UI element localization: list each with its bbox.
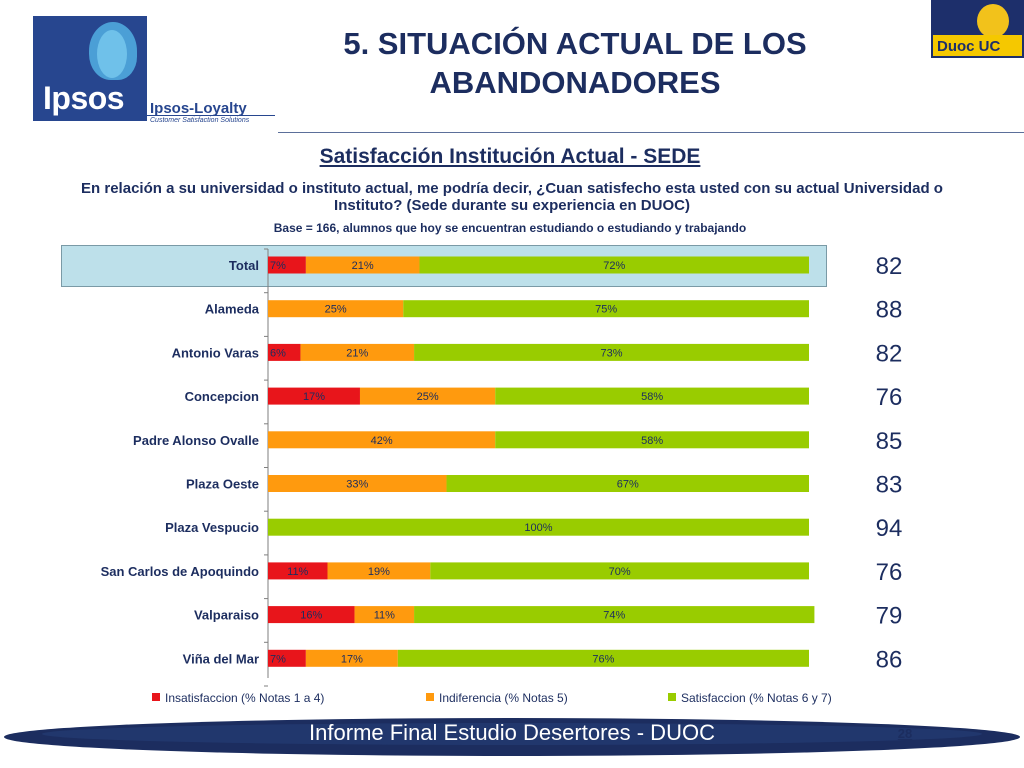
bar-segment-concepcion-2 xyxy=(495,387,809,405)
category-label-valparaiso: Valparaiso xyxy=(194,608,259,623)
survey-question: En relación a su universidad o instituto… xyxy=(81,180,943,214)
bar-segment-antonio-varas-1 xyxy=(300,343,415,361)
footer-band xyxy=(4,718,1020,756)
data-label-antonio-varas-2: 73% xyxy=(601,347,623,359)
data-label-plaza-oeste-2: 67% xyxy=(617,479,639,491)
category-label-plaza-oeste: Plaza Oeste xyxy=(186,477,259,492)
bar-segment-padre-alonso-ovalle-2 xyxy=(495,431,809,449)
data-label-san-carlos-de-apoquindo-1: 19% xyxy=(368,566,390,578)
duoc-logo-text: Duoc UC xyxy=(937,38,1001,55)
ipsos-head-highlight xyxy=(97,30,127,78)
bar-segment-concepcion-0 xyxy=(268,387,360,405)
data-label-san-carlos-de-apoquindo-2: 70% xyxy=(609,566,631,578)
category-label-padre-alonso-ovalle: Padre Alonso Ovalle xyxy=(133,433,259,448)
legend-label-0: Insatisfaccion (% Notas 1 a 4) xyxy=(165,691,324,705)
category-label-alameda: Alameda xyxy=(205,302,260,317)
legend-swatch-2 xyxy=(668,693,676,701)
data-label-total-0: 7% xyxy=(270,260,286,272)
category-label-plaza-vespucio: Plaza Vespucio xyxy=(165,520,259,535)
bar-segment-concepcion-1 xyxy=(359,387,496,405)
duoc-logo: Duoc UC xyxy=(931,0,1024,58)
page-title: 5. SITUACIÓN ACTUAL DE LOS ABANDONADORES xyxy=(343,26,807,100)
bar-segment-san-carlos-de-apoquindo-1 xyxy=(327,562,431,580)
bar-segment-vina-del-mar-0 xyxy=(268,649,306,667)
score-plaza-oeste: 83 xyxy=(876,472,903,499)
data-label-alameda-1: 25% xyxy=(325,304,347,316)
data-label-valparaiso-2: 74% xyxy=(603,610,625,622)
stacked-bar-chart: Total 7% 21% 72% 82 Alameda 25% 75% 88 Antonio Va… xyxy=(101,248,903,705)
category-label-concepcion: Concepcion xyxy=(185,389,259,404)
score-san-carlos-de-apoquindo: 76 xyxy=(876,559,903,586)
category-label-san-carlos-de-apoquindo: San Carlos de Apoquindo xyxy=(101,564,259,579)
score-plaza-vespucio: 94 xyxy=(876,515,903,542)
data-label-plaza-oeste-1: 33% xyxy=(346,479,368,491)
ipsos-tagline: Customer Satisfaction Solutions xyxy=(150,117,250,124)
data-label-total-1: 21% xyxy=(352,260,374,272)
bar-segment-san-carlos-de-apoquindo-2 xyxy=(430,562,809,580)
sample-base-note: Base = 166, alumnos que hoy se encuentra… xyxy=(273,221,747,235)
data-label-valparaiso-0: 16% xyxy=(300,610,322,622)
score-antonio-varas: 82 xyxy=(876,340,903,367)
data-label-total-2: 72% xyxy=(603,260,625,272)
category-label-total: Total xyxy=(229,258,259,273)
data-label-concepcion-2: 58% xyxy=(641,391,663,403)
score-total: 82 xyxy=(876,253,903,280)
bar-segment-padre-alonso-ovalle-1 xyxy=(268,431,496,449)
score-alameda: 88 xyxy=(876,297,903,324)
data-label-vina-del-mar-1: 17% xyxy=(341,653,363,665)
bar-segment-plaza-oeste-1 xyxy=(268,475,447,492)
bar-segment-valparaiso-1 xyxy=(354,606,415,624)
title-divider xyxy=(278,132,1024,133)
data-label-valparaiso-1: 11% xyxy=(374,610,395,622)
duoc-logo-box xyxy=(933,35,1022,56)
bar-segment-total-0 xyxy=(268,256,306,274)
bar-segment-plaza-vespucio-2 xyxy=(268,518,809,536)
category-label-antonio-varas: Antonio Varas xyxy=(172,345,259,360)
ipsos-loyalty-label: Ipsos-Loyalty xyxy=(150,100,247,117)
bar-segment-alameda-1 xyxy=(268,300,404,318)
bar-segment-valparaiso-2 xyxy=(414,606,815,624)
bar-segment-vina-del-mar-1 xyxy=(305,649,398,667)
bar-segment-vina-del-mar-2 xyxy=(397,649,809,667)
score-vina-del-mar: 86 xyxy=(876,646,903,673)
data-label-padre-alonso-ovalle-1: 42% xyxy=(371,435,393,447)
data-label-alameda-2: 75% xyxy=(595,304,617,316)
data-label-padre-alonso-ovalle-2: 58% xyxy=(641,435,663,447)
category-label-vina-del-mar: Viña del Mar xyxy=(183,651,259,666)
bar-segment-alameda-2 xyxy=(403,300,809,318)
bar-segment-antonio-varas-2 xyxy=(414,343,809,361)
legend-label-2: Satisfaccion (% Notas 6 y 7) xyxy=(681,691,832,705)
page-number: 28 xyxy=(897,726,913,741)
ipsos-logo-word: Ipsos xyxy=(43,80,125,116)
score-padre-alonso-ovalle: 85 xyxy=(876,428,903,455)
bar-segment-san-carlos-de-apoquindo-0 xyxy=(268,562,328,580)
bar-segment-valparaiso-0 xyxy=(268,606,355,624)
score-valparaiso: 79 xyxy=(876,603,903,630)
data-label-vina-del-mar-0: 7% xyxy=(270,653,286,665)
data-label-vina-del-mar-2: 76% xyxy=(592,653,614,665)
legend-label-1: Indiferencia (% Notas 5) xyxy=(439,691,568,705)
legend-swatch-0 xyxy=(152,693,160,701)
data-label-antonio-varas-0: 6% xyxy=(270,347,286,359)
data-label-antonio-varas-1: 21% xyxy=(346,347,368,359)
data-label-concepcion-1: 25% xyxy=(417,391,439,403)
footer-title: Informe Final Estudio Desertores - DUOC xyxy=(309,720,715,745)
bar-segment-antonio-varas-0 xyxy=(268,343,301,361)
data-label-san-carlos-de-apoquindo-0: 11% xyxy=(287,566,308,578)
bar-segment-plaza-oeste-2 xyxy=(446,475,809,492)
bar-segment-total-2 xyxy=(419,256,809,274)
data-label-concepcion-0: 17% xyxy=(303,391,325,403)
ipsos-divider xyxy=(145,115,275,116)
bar-segment-total-1 xyxy=(305,256,420,274)
score-concepcion: 76 xyxy=(876,384,903,411)
legend-swatch-1 xyxy=(426,693,434,701)
chart-subtitle: Satisfacción Institución Actual - SEDE xyxy=(319,145,701,168)
data-label-plaza-vespucio-2: 100% xyxy=(524,522,552,534)
ipsos-logo: Ipsos xyxy=(33,16,147,121)
